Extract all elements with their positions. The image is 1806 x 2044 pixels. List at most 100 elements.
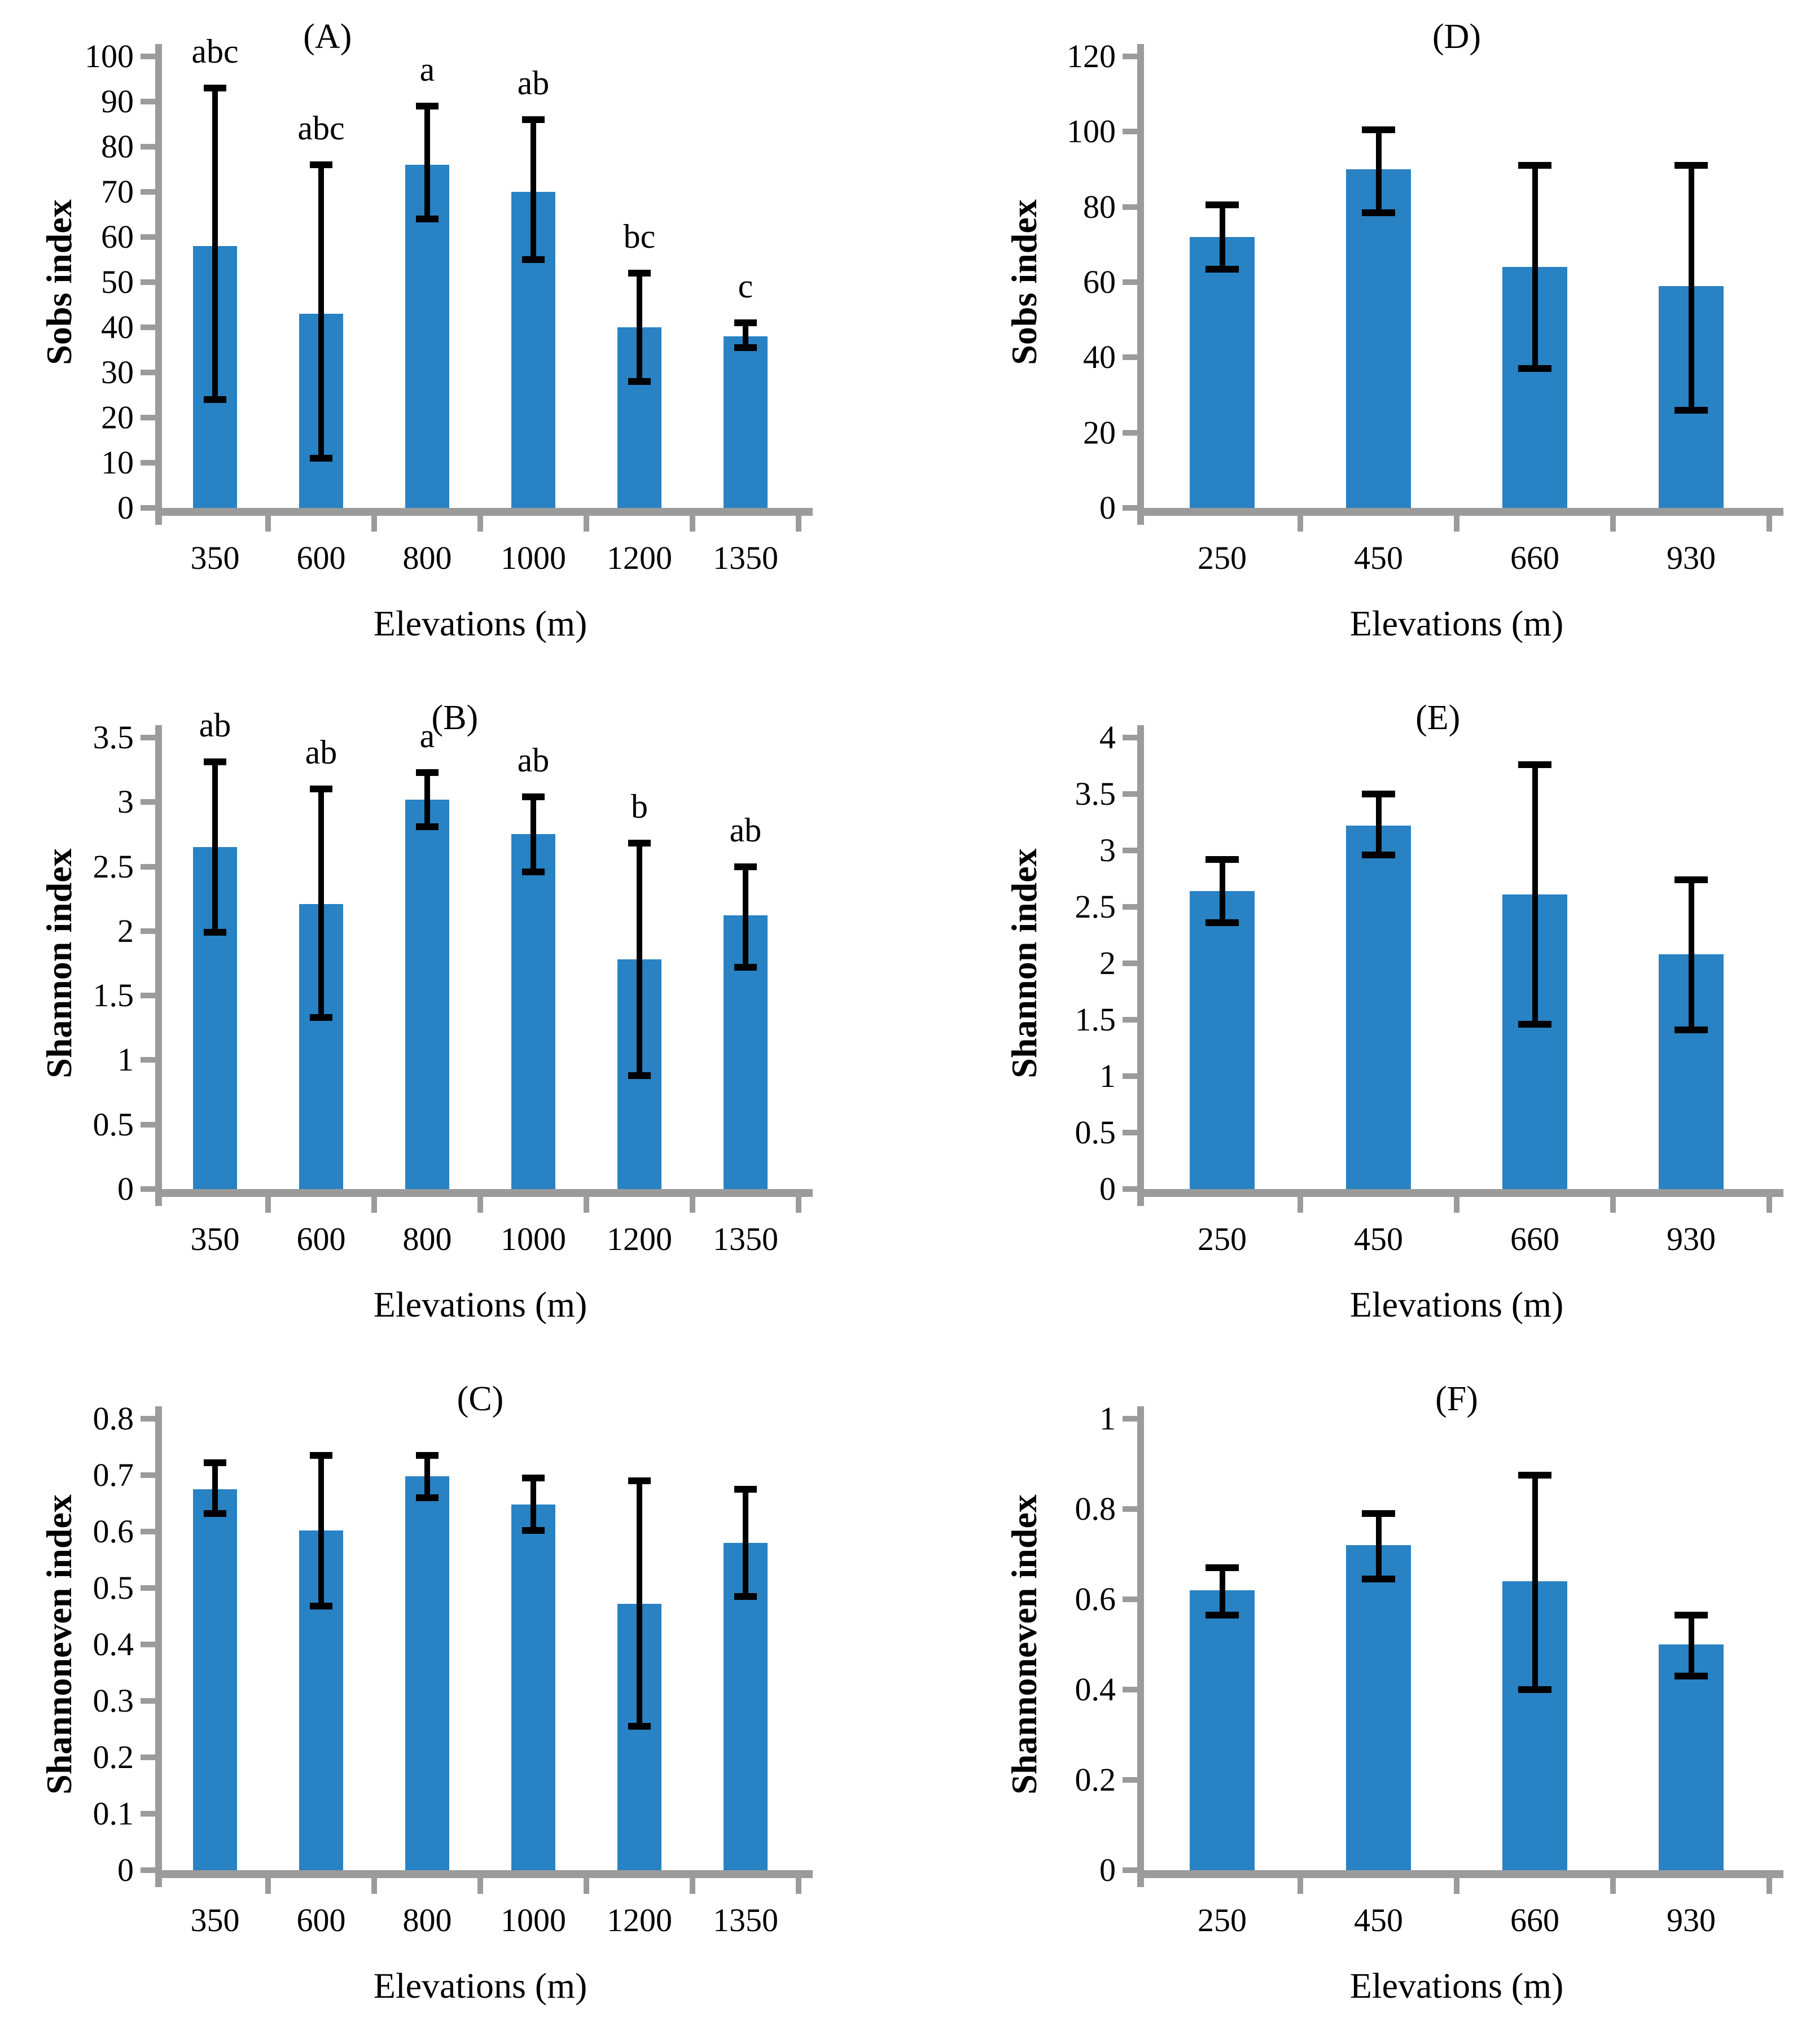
error-bar-line xyxy=(1688,1615,1694,1676)
error-bar-cap-bottom xyxy=(203,396,227,403)
error-bar-line xyxy=(637,273,642,381)
x-tick-label: 1200 xyxy=(607,1902,672,1938)
y-tick-label: 30 xyxy=(101,354,134,391)
significance-letter: a xyxy=(419,51,435,88)
y-tick-label: 0.6 xyxy=(93,1513,134,1550)
x-axis-title: Elevations (m) xyxy=(1349,1284,1564,1324)
y-tick-label: 0 xyxy=(117,489,134,526)
panel-title: (B) xyxy=(431,699,479,737)
y-tick-label: 3.5 xyxy=(1075,775,1116,812)
error-bar-cap-bottom xyxy=(1361,852,1396,858)
x-tick-label: 930 xyxy=(1667,1221,1716,1257)
y-tick-label: 0.5 xyxy=(1075,1114,1116,1151)
x-axis-line xyxy=(155,1189,813,1197)
x-axis-title: Elevations (m) xyxy=(373,603,588,643)
y-tick-label: 0.3 xyxy=(93,1682,134,1719)
x-axis-title: Elevations (m) xyxy=(373,1284,588,1324)
error-bar-cap-bottom xyxy=(628,1723,651,1730)
error-bar-cap-bottom xyxy=(415,1494,439,1501)
error-bar-cap-top xyxy=(415,1452,439,1459)
bar xyxy=(511,834,555,1189)
error-bar-cap-bottom xyxy=(1674,1673,1708,1679)
x-tick xyxy=(796,1878,801,1894)
error-bar-cap-bottom xyxy=(734,1593,757,1600)
x-tick xyxy=(371,1878,377,1894)
error-bar-cap-top xyxy=(309,786,333,793)
error-bar-line xyxy=(1219,859,1225,923)
panel-title: (E) xyxy=(1415,699,1461,737)
error-bar-cap-bottom xyxy=(203,929,227,936)
bar xyxy=(1659,1644,1724,1870)
y-tick xyxy=(141,1754,155,1760)
error-bar-cap-top xyxy=(1674,876,1708,883)
y-tick-label: 100 xyxy=(85,38,134,74)
y-tick-label: 120 xyxy=(1067,38,1116,74)
error-bar-cap-top xyxy=(203,1459,227,1466)
error-bar-cap-top xyxy=(734,319,757,326)
error-bar-line xyxy=(531,120,536,260)
y-tick xyxy=(141,1186,155,1192)
error-bar-cap-bottom xyxy=(521,868,545,875)
error-bar-cap-top xyxy=(628,840,651,847)
y-tick xyxy=(1123,1186,1137,1192)
y-tick xyxy=(1123,1416,1137,1422)
y-axis-label: Shannoneven index xyxy=(1004,1494,1044,1795)
y-tick xyxy=(141,863,155,870)
x-tick xyxy=(477,1878,483,1894)
y-tick xyxy=(1123,54,1137,59)
y-axis-label: Sobs index xyxy=(1004,199,1044,365)
y-tick-label: 0 xyxy=(1099,489,1116,526)
error-bar-line xyxy=(637,1481,642,1726)
x-tick xyxy=(1454,516,1459,532)
error-bar-cap-bottom xyxy=(1205,1612,1239,1618)
y-tick-label: 0.2 xyxy=(93,1739,134,1775)
x-tick-label: 660 xyxy=(1510,539,1559,576)
y-tick xyxy=(1123,1596,1137,1602)
error-bar-cap-bottom xyxy=(1518,1021,1552,1028)
x-axis-line xyxy=(1137,1870,1783,1878)
y-tick-label: 0 xyxy=(1099,1170,1116,1207)
x-tick-label: 1000 xyxy=(501,539,566,576)
y-tick xyxy=(141,928,155,934)
error-bar-cap-bottom xyxy=(1674,406,1708,414)
y-tick xyxy=(1123,735,1137,740)
y-tick xyxy=(1123,1687,1137,1692)
error-bar-cap-bottom xyxy=(521,256,545,263)
error-bar-cap-top xyxy=(1205,201,1239,209)
y-tick xyxy=(141,415,155,420)
error-bar-cap-bottom xyxy=(734,344,757,351)
error-bar-cap-bottom xyxy=(521,1527,545,1534)
y-tick-label: 40 xyxy=(1083,339,1116,376)
error-bar-line xyxy=(1532,1475,1538,1690)
panel-title: (C) xyxy=(457,1380,504,1418)
error-bar-line xyxy=(1375,794,1382,855)
x-tick xyxy=(1766,516,1772,532)
error-bar-line xyxy=(1219,1568,1225,1615)
error-bar-cap-bottom xyxy=(309,1603,333,1609)
panel-D: (D) 0 20 40 60 80 100 120 Sobs index 250 450 660 930… xyxy=(903,0,1806,681)
x-tick-label: 800 xyxy=(402,1902,452,1938)
significance-letter: bc xyxy=(623,218,656,255)
error-bar-line xyxy=(424,106,430,219)
x-tick-label: 250 xyxy=(1198,1902,1247,1938)
x-tick-label: 600 xyxy=(296,539,346,576)
error-bar-cap-top xyxy=(1205,856,1239,863)
error-bar-cap-bottom xyxy=(1205,919,1239,926)
panel-title: (F) xyxy=(1435,1380,1478,1418)
y-tick-label: 1.5 xyxy=(1075,1001,1116,1038)
bar xyxy=(1346,1545,1411,1870)
y-tick-label: 20 xyxy=(101,399,134,436)
y-tick xyxy=(1123,791,1137,797)
error-bar-line xyxy=(212,762,218,933)
bar xyxy=(723,336,768,508)
y-tick-label: 3.5 xyxy=(93,719,134,756)
x-tick xyxy=(265,1197,271,1213)
x-axis-line xyxy=(155,1870,813,1878)
x-tick-label: 600 xyxy=(296,1221,346,1257)
y-tick-label: 0 xyxy=(117,1852,134,1888)
x-tick xyxy=(1297,1878,1303,1894)
error-bar-cap-top xyxy=(1361,1510,1396,1517)
x-tick-label: 450 xyxy=(1354,1902,1403,1938)
error-bar-cap-top xyxy=(203,758,227,766)
